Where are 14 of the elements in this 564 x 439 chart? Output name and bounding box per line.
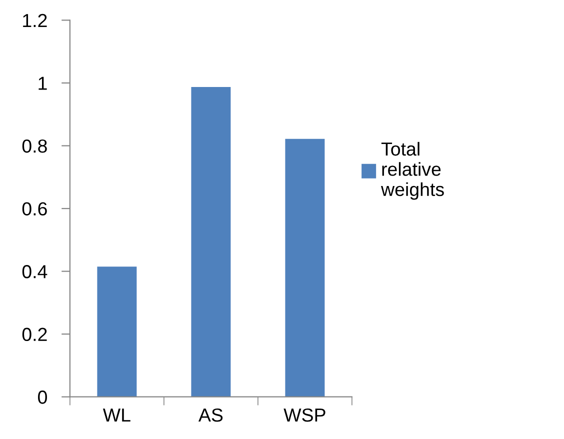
- y-tick-label: 0.6: [22, 202, 47, 216]
- y-tick-label: 1: [38, 76, 47, 90]
- x-tick-label: WSP: [284, 408, 326, 422]
- y-tick-label: 0.2: [22, 328, 47, 342]
- x-tick-label: WL: [102, 408, 130, 422]
- bar: [285, 138, 325, 397]
- y-tick-label: 0: [38, 390, 47, 404]
- x-tick-label: AS: [198, 408, 223, 422]
- bar: [97, 266, 137, 397]
- y-tick-label: 0.8: [22, 139, 47, 153]
- y-tick-label: 0.4: [22, 265, 48, 278]
- y-tick-label: 1.2: [23, 14, 47, 27]
- bar: [191, 87, 231, 397]
- legend-label: Total relative weights: [380, 142, 444, 200]
